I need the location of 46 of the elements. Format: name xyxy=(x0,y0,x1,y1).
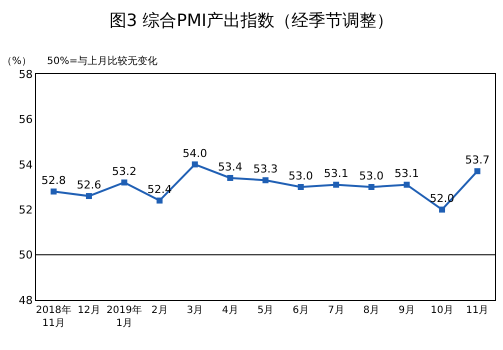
y-tick-label: 54 xyxy=(18,158,33,172)
x-tick-label: 5月 xyxy=(257,305,274,316)
y-tick-label: 48 xyxy=(18,294,33,307)
point xyxy=(474,168,480,174)
x-tick-label: 12月 xyxy=(78,305,100,316)
y-axis-title: （%） xyxy=(2,56,32,67)
x-tick-label: 2019年 1月 xyxy=(106,304,142,329)
x-tick-label: 6月 xyxy=(292,305,309,316)
data-label: 53.2 xyxy=(112,164,137,178)
x-tick-label: 4月 xyxy=(222,305,238,316)
point xyxy=(192,161,198,168)
x-tick-label: 2月 xyxy=(151,305,168,316)
point xyxy=(86,193,92,200)
data-label: 53.0 xyxy=(359,170,384,182)
point xyxy=(156,198,163,204)
x-tick-label: 8月 xyxy=(363,305,380,316)
x-tick-label: 9月 xyxy=(398,305,415,316)
y-tick-label: 58 xyxy=(18,68,33,81)
y-tick-label: 50 xyxy=(18,248,33,262)
data-label: 53.1 xyxy=(324,167,348,180)
x-tick-label: 3月 xyxy=(186,305,204,316)
data-label: 52.6 xyxy=(76,178,102,192)
data-label: 54.0 xyxy=(182,146,208,160)
data-label: 53.0 xyxy=(288,170,314,182)
point xyxy=(262,177,268,184)
chart-title: 图3 综合PMI产出指数（经季节调整） xyxy=(109,10,394,31)
x-tick-label: 11月 xyxy=(466,305,489,316)
point xyxy=(227,174,234,181)
point xyxy=(439,206,446,213)
point xyxy=(298,184,304,190)
x-tick-label: 7月 xyxy=(328,305,344,316)
x-tick-label: 2018年 11月 xyxy=(36,304,72,329)
data-label: 53.7 xyxy=(465,154,490,167)
point xyxy=(333,182,340,188)
x-tick-label: 10月 xyxy=(430,305,454,316)
data-label: 53.3 xyxy=(253,162,278,176)
point xyxy=(121,179,128,186)
point xyxy=(404,182,410,188)
data-label: 52.8 xyxy=(41,174,66,188)
text: 50%=与上月比较无变化 xyxy=(47,55,158,67)
y-tick-label: 52 xyxy=(18,203,33,216)
data-label: 53.1 xyxy=(394,167,419,180)
y-tick-label: 56 xyxy=(18,113,33,126)
point xyxy=(50,188,57,195)
data-label: 53.4 xyxy=(218,160,242,174)
point xyxy=(368,184,374,190)
